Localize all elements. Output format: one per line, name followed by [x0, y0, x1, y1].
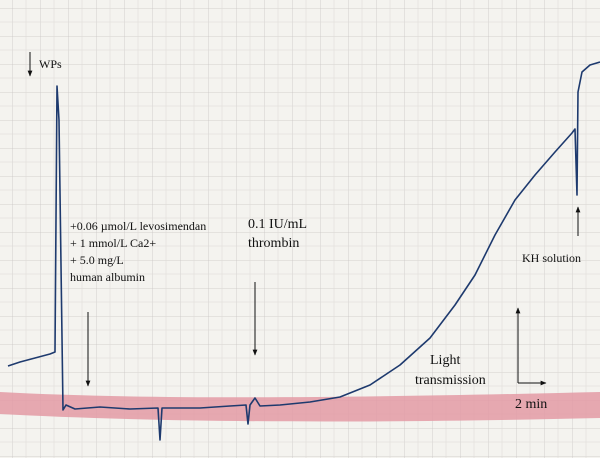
- label-thrombin: thrombin: [248, 236, 299, 251]
- label-treatment: + 5.0 mg/L: [70, 253, 124, 267]
- trace: [7, 61, 600, 441]
- label-light: transmission: [415, 373, 486, 388]
- pink-band: [0, 392, 600, 422]
- label-light: Light: [430, 353, 460, 368]
- label-thrombin: 0.1 IU/mL: [248, 217, 307, 232]
- label-kh: KH solution: [522, 251, 581, 265]
- label-treatment: +0.06 µmol/L levosimendan: [70, 219, 206, 233]
- label-treatment: + 1 mmol/L Ca2+: [70, 236, 156, 250]
- label-wps: WPs: [39, 57, 62, 71]
- label-treatment: human albumin: [70, 270, 145, 284]
- label-time: 2 min: [515, 397, 547, 412]
